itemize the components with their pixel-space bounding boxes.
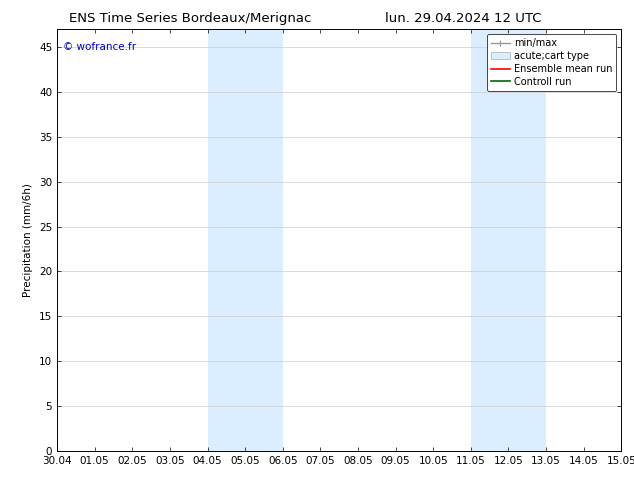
Bar xyxy=(245,29,283,451)
Text: ENS Time Series Bordeaux/Merignac: ENS Time Series Bordeaux/Merignac xyxy=(69,12,311,25)
Text: lun. 29.04.2024 12 UTC: lun. 29.04.2024 12 UTC xyxy=(385,12,541,25)
Y-axis label: Precipitation (mm/6h): Precipitation (mm/6h) xyxy=(23,183,34,297)
Bar xyxy=(508,29,546,451)
Bar xyxy=(471,29,508,451)
Legend: min/max, acute;cart type, Ensemble mean run, Controll run: min/max, acute;cart type, Ensemble mean … xyxy=(487,34,616,91)
Bar xyxy=(207,29,245,451)
Text: © wofrance.fr: © wofrance.fr xyxy=(63,42,136,52)
